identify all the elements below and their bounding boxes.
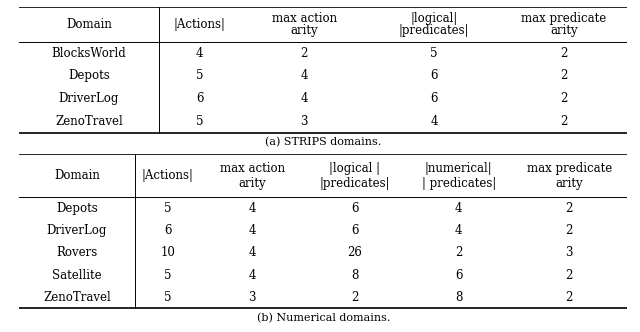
Text: 5: 5 [196, 69, 204, 82]
Text: 4: 4 [196, 47, 204, 60]
Text: arity: arity [291, 24, 318, 37]
Text: |predicates|: |predicates| [399, 24, 469, 37]
Text: DriverLog: DriverLog [47, 224, 108, 237]
Text: 8: 8 [455, 291, 462, 304]
Text: 2: 2 [566, 202, 573, 215]
Text: Depots: Depots [68, 69, 109, 82]
Text: 2: 2 [566, 291, 573, 304]
Text: 5: 5 [164, 291, 172, 304]
Text: Domain: Domain [54, 169, 100, 182]
Text: 26: 26 [347, 246, 362, 259]
Text: 5: 5 [164, 202, 172, 215]
Text: 2: 2 [560, 47, 568, 60]
Text: |Actions|: |Actions| [174, 18, 226, 31]
Text: max predicate: max predicate [521, 12, 607, 25]
Text: arity: arity [556, 177, 583, 190]
Text: 4: 4 [248, 224, 256, 237]
Text: |logical |: |logical | [329, 162, 380, 175]
Text: 2: 2 [560, 115, 568, 128]
Text: max action: max action [271, 12, 337, 25]
Text: 4: 4 [455, 202, 463, 215]
Text: 2: 2 [351, 291, 358, 304]
Text: |predicates|: |predicates| [319, 177, 390, 190]
Text: 4: 4 [455, 224, 463, 237]
Text: 4: 4 [248, 202, 256, 215]
Text: 4: 4 [300, 69, 308, 82]
Text: ZenoTravel: ZenoTravel [55, 115, 123, 128]
Text: 5: 5 [196, 115, 204, 128]
Text: max predicate: max predicate [527, 162, 612, 175]
Text: DriverLog: DriverLog [59, 92, 119, 105]
Text: (b) Numerical domains.: (b) Numerical domains. [257, 313, 390, 324]
Text: |Actions|: |Actions| [142, 169, 194, 182]
Text: 3: 3 [300, 115, 308, 128]
Text: 5: 5 [164, 269, 172, 282]
Text: 4: 4 [248, 246, 256, 259]
Text: | predicates|: | predicates| [422, 177, 496, 190]
Text: 2: 2 [455, 246, 462, 259]
Text: arity: arity [238, 177, 266, 190]
Text: 4: 4 [300, 92, 308, 105]
Text: 6: 6 [164, 224, 172, 237]
Text: Domain: Domain [66, 18, 112, 31]
Text: Rovers: Rovers [56, 246, 98, 259]
Text: 6: 6 [351, 202, 358, 215]
Text: 8: 8 [351, 269, 358, 282]
Text: max action: max action [220, 162, 285, 175]
Text: Depots: Depots [56, 202, 98, 215]
Text: |numerical|: |numerical| [425, 162, 493, 175]
Text: 6: 6 [351, 224, 358, 237]
Text: 6: 6 [455, 269, 463, 282]
Text: 5: 5 [430, 47, 438, 60]
Text: 2: 2 [560, 69, 568, 82]
Text: 2: 2 [301, 47, 308, 60]
Text: 6: 6 [430, 92, 438, 105]
Text: 2: 2 [560, 92, 568, 105]
Text: 6: 6 [196, 92, 204, 105]
Text: 3: 3 [566, 246, 573, 259]
Text: ZenoTravel: ZenoTravel [43, 291, 111, 304]
Text: |logical|: |logical| [410, 12, 458, 25]
Text: 2: 2 [566, 224, 573, 237]
Text: arity: arity [550, 24, 578, 37]
Text: 6: 6 [430, 69, 438, 82]
Text: 4: 4 [430, 115, 438, 128]
Text: 3: 3 [248, 291, 256, 304]
Text: BlocksWorld: BlocksWorld [51, 47, 126, 60]
Text: (a) STRIPS domains.: (a) STRIPS domains. [265, 137, 381, 147]
Text: 2: 2 [566, 269, 573, 282]
Text: 10: 10 [161, 246, 175, 259]
Text: 4: 4 [248, 269, 256, 282]
Text: Satellite: Satellite [52, 269, 102, 282]
